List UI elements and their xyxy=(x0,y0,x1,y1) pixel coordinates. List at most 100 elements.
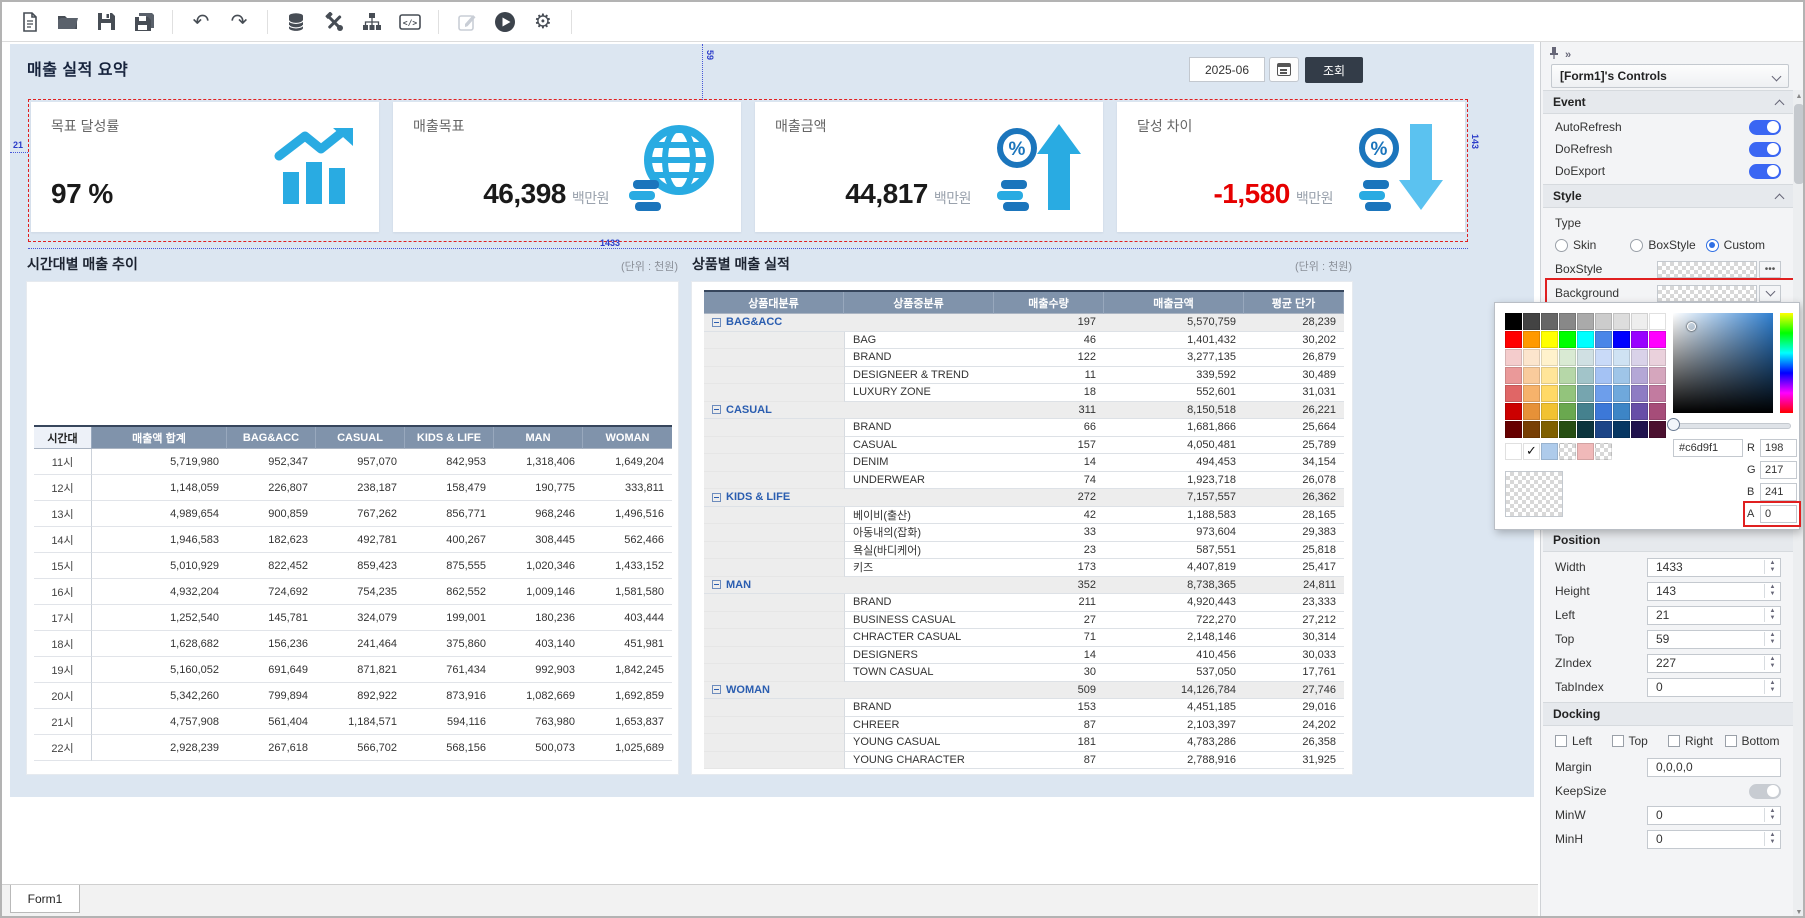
cell-category[interactable] xyxy=(704,349,844,367)
pin-icon[interactable] xyxy=(1549,46,1559,64)
spin-input[interactable]: 1433 ▲ ▼ xyxy=(1647,557,1781,577)
spinner-arrows-icon[interactable]: ▲ ▼ xyxy=(1764,832,1780,846)
palette-swatch[interactable] xyxy=(1541,443,1558,460)
palette-swatch[interactable] xyxy=(1631,367,1648,384)
spin-input[interactable]: 59 ▲ ▼ xyxy=(1647,629,1781,649)
palette-swatch[interactable] xyxy=(1523,385,1540,402)
palette-swatch[interactable] xyxy=(1595,443,1612,460)
cell-category[interactable] xyxy=(704,366,844,384)
palette-swatch[interactable] xyxy=(1613,385,1630,402)
cell-category[interactable] xyxy=(704,699,844,717)
palette-swatch[interactable] xyxy=(1649,331,1666,348)
column-header[interactable]: 평균 단가 xyxy=(1244,292,1344,314)
table-row[interactable]: BRAND 66 1,681,866 25,664 xyxy=(704,419,1344,437)
table-row[interactable]: DENIM 14 494,453 34,154 xyxy=(704,454,1344,472)
column-header[interactable]: 상품중분류 xyxy=(844,292,994,314)
cell-category[interactable] xyxy=(704,471,844,489)
palette-swatch[interactable] xyxy=(1523,367,1540,384)
palette-swatch[interactable] xyxy=(1523,443,1540,460)
channel-input[interactable]: 241 xyxy=(1760,483,1797,501)
table-row[interactable]: YOUNG CHARACTER 87 2,788,916 31,925 xyxy=(704,751,1344,769)
radio-option[interactable]: Custom xyxy=(1705,238,1781,252)
palette-swatch[interactable] xyxy=(1613,331,1630,348)
palette-swatch[interactable] xyxy=(1649,349,1666,366)
palette-swatch[interactable] xyxy=(1631,385,1648,402)
undo-icon[interactable]: ↶ xyxy=(192,10,210,33)
column-header[interactable]: BAG&ACC xyxy=(227,427,316,449)
palette-swatch[interactable] xyxy=(1577,443,1594,460)
scroll-down-icon[interactable]: ▼ xyxy=(1795,908,1803,916)
calendar-button[interactable] xyxy=(1269,57,1299,82)
spinner-arrows-icon[interactable]: ▲ ▼ xyxy=(1764,632,1780,646)
palette-swatch[interactable] xyxy=(1559,385,1576,402)
palette-swatch[interactable] xyxy=(1613,349,1630,366)
boxstyle-swatch[interactable] xyxy=(1657,260,1757,278)
radio-icon[interactable] xyxy=(1555,238,1568,252)
alpha-slider-handle[interactable] xyxy=(1667,418,1680,431)
table-row[interactable]: CASUAL 311 8,150,518 26,221 xyxy=(704,401,1344,419)
palette-swatch[interactable] xyxy=(1505,421,1522,438)
table-row[interactable]: KIDS & LIFE 272 7,157,557 26,362 xyxy=(704,489,1344,507)
palette-swatch[interactable] xyxy=(1631,349,1648,366)
spin-input[interactable]: 0 ▲ ▼ xyxy=(1647,677,1781,697)
table-row[interactable]: 베이비(출산) 42 1,188,583 28,165 xyxy=(704,506,1344,524)
cell-category[interactable] xyxy=(704,629,844,647)
spinner-arrows-icon[interactable]: ▲ ▼ xyxy=(1764,680,1780,694)
table-row[interactable]: TOWN CASUAL 30 537,050 17,761 xyxy=(704,664,1344,682)
table-row[interactable]: BRAND 122 3,277,135 26,879 xyxy=(704,349,1344,367)
dock-option[interactable]: Bottom xyxy=(1724,734,1782,748)
hue-slider[interactable] xyxy=(1780,313,1793,413)
cell-category[interactable] xyxy=(704,419,844,437)
palette-swatch[interactable] xyxy=(1505,403,1522,420)
cell-category[interactable] xyxy=(704,524,844,542)
cell-category[interactable]: CASUAL xyxy=(704,401,844,419)
table-row[interactable]: BRAND 211 4,920,443 23,333 xyxy=(704,594,1344,612)
cell-category[interactable] xyxy=(704,646,844,664)
palette-swatch[interactable] xyxy=(1649,367,1666,384)
palette-swatch[interactable] xyxy=(1577,421,1594,438)
column-header[interactable]: KIDS & LIFE xyxy=(405,427,494,449)
spin-input[interactable]: 21 ▲ ▼ xyxy=(1647,605,1781,625)
cell-category[interactable] xyxy=(704,384,844,402)
palette-swatch[interactable] xyxy=(1577,367,1594,384)
palette-swatch[interactable] xyxy=(1541,367,1558,384)
palette-swatch[interactable] xyxy=(1595,367,1612,384)
palette-swatch[interactable] xyxy=(1541,421,1558,438)
palette-swatch[interactable] xyxy=(1523,331,1540,348)
table-row[interactable]: MAN 352 8,738,365 24,811 xyxy=(704,576,1344,594)
palette-swatch[interactable] xyxy=(1595,403,1612,420)
cell-category[interactable] xyxy=(704,559,844,577)
collapse-icon[interactable] xyxy=(712,317,721,327)
run-icon[interactable] xyxy=(489,7,521,37)
dock-option[interactable]: Right xyxy=(1668,734,1725,748)
kpi-card-sales[interactable]: 매출금액 44,817 백만원 % xyxy=(755,102,1103,232)
palette-swatch[interactable] xyxy=(1595,313,1612,330)
table-row[interactable]: 17시 1,252,540 145,781 324,079 199,001 18… xyxy=(34,605,672,631)
table-row[interactable]: 욕실(바디케어) 23 587,551 25,818 xyxy=(704,541,1344,559)
palette-swatch[interactable] xyxy=(1541,313,1558,330)
column-header[interactable]: WOMAN xyxy=(583,427,672,449)
cell-category[interactable] xyxy=(704,664,844,682)
cell-category[interactable] xyxy=(704,611,844,629)
dock-option[interactable]: Left xyxy=(1555,734,1612,748)
code-icon[interactable]: </> xyxy=(394,7,426,37)
dock-option[interactable]: Top xyxy=(1611,734,1669,748)
palette-swatch[interactable] xyxy=(1577,403,1594,420)
save-all-icon[interactable] xyxy=(128,7,160,37)
cell-category[interactable] xyxy=(704,594,844,612)
table-row[interactable]: LUXURY ZONE 18 552,601 31,031 xyxy=(704,384,1344,402)
palette-swatch[interactable] xyxy=(1559,349,1576,366)
table-row[interactable]: WOMAN 509 14,126,784 27,746 xyxy=(704,681,1344,699)
palette-swatch[interactable] xyxy=(1631,421,1648,438)
query-button[interactable]: 조회 xyxy=(1305,57,1363,83)
new-document-icon[interactable] xyxy=(14,7,46,37)
cell-category[interactable]: KIDS & LIFE xyxy=(704,489,844,507)
palette-swatch[interactable] xyxy=(1631,403,1648,420)
table-row[interactable]: CASUAL 157 4,050,481 25,789 xyxy=(704,436,1344,454)
column-header[interactable]: 매출수량 xyxy=(994,292,1104,314)
palette-swatch[interactable] xyxy=(1613,367,1630,384)
palette-swatch[interactable] xyxy=(1559,443,1576,460)
spin-input[interactable]: 0 ▲ ▼ xyxy=(1647,829,1781,849)
table-row[interactable]: 20시 5,342,260 799,894 892,922 873,916 1,… xyxy=(34,683,672,709)
collapse-icon[interactable] xyxy=(712,492,721,502)
